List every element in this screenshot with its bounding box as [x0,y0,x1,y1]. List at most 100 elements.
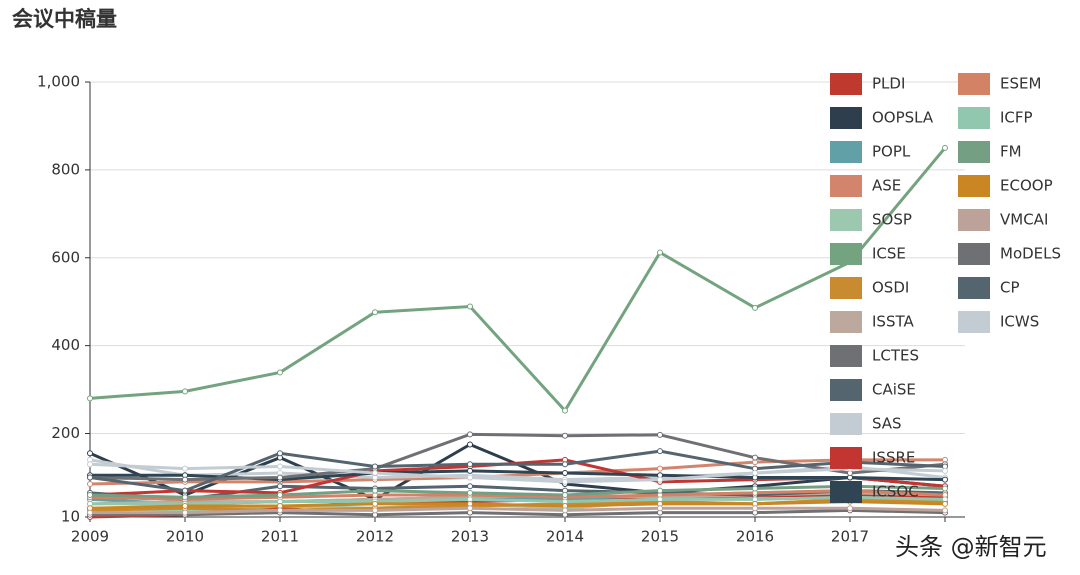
legend-label: ICFP [1000,109,1033,127]
data-point [182,503,188,510]
data-point [657,505,663,512]
legend-swatch [830,209,862,231]
data-point [562,432,568,439]
legend-swatch [958,73,990,95]
data-point [752,485,758,492]
legend-swatch [830,481,862,503]
legend-swatch [830,73,862,95]
data-point [562,470,568,477]
data-point [182,465,188,472]
data-point [87,474,93,481]
data-point [562,492,568,499]
data-point [372,487,378,494]
x-tick-label: 2012 [356,528,394,546]
data-point [942,467,948,474]
data-point [87,395,93,402]
data-point [182,388,188,395]
legend-label: CP [1000,279,1020,297]
series-line [90,506,946,515]
data-point [277,463,283,470]
legend-swatch [830,379,862,401]
data-point [372,500,378,507]
data-point [182,509,188,516]
x-tick-label: 2015 [641,528,679,546]
legend-label: SAS [872,415,902,433]
data-point [562,507,568,514]
data-point [562,407,568,414]
legend-label: LCTES [872,347,919,365]
data-point [467,303,473,310]
series-line [90,508,946,517]
legend-swatch [958,277,990,299]
legend-swatch [958,141,990,163]
data-point [752,470,758,477]
data-point [942,476,948,483]
legend-label: OOPSLA [872,109,934,127]
legend-swatch [830,141,862,163]
data-point [87,450,93,457]
series-line [89,462,946,484]
legend-label: ICWS [1000,313,1039,331]
legend-label: CAiSE [872,381,916,399]
legend-label: PLDI [872,75,905,93]
data-point [467,474,473,481]
data-point [182,487,188,494]
data-point [277,483,283,490]
legend-label: ISSTA [872,313,914,331]
data-point [372,470,378,477]
data-point [562,478,568,485]
legend-label: SOSP [872,211,912,229]
data-point [752,304,758,311]
data-point [372,309,378,316]
watermark: 头条 @新智元 [895,533,1047,561]
data-point [467,461,473,468]
legend-label: ECOOP [1000,177,1053,195]
legend-swatch [830,277,862,299]
legend-swatch [830,243,862,265]
legend-label: ESEM [1000,75,1041,93]
legend-swatch [830,311,862,333]
data-point [467,467,473,474]
chart-title: 会议中稿量 [12,7,117,31]
data-point [657,448,663,455]
data-point [182,476,188,483]
x-tick-label: 2016 [736,528,774,546]
legend-swatch [958,243,990,265]
data-point [657,465,663,472]
legend-swatch [958,107,990,129]
data-point [657,487,663,494]
data-point [277,507,283,514]
data-point [467,431,473,438]
y-tick-label: 200 [51,424,80,442]
data-point [372,507,378,514]
y-tick-label: 600 [51,248,80,266]
data-point [942,500,948,507]
series-line [89,449,946,493]
legend-label: MoDELS [1000,245,1061,263]
legend-swatch [958,209,990,231]
y-tick-label: 1,000 [37,73,80,91]
x-tick-label: 2013 [451,528,489,546]
data-point [277,474,283,481]
series-line [90,495,946,506]
data-point [657,431,663,438]
data-point [752,505,758,512]
y-tick-label: 400 [51,336,80,354]
legend-label: ICSE [872,245,906,263]
legend-label: OSDI [872,279,909,297]
legend-swatch [830,413,862,435]
data-point [87,492,93,499]
legend-swatch [830,107,862,129]
data-point [467,505,473,512]
data-point [752,454,758,461]
data-point [277,369,283,376]
data-point [277,450,283,457]
legend-swatch [958,311,990,333]
data-point [277,492,283,499]
data-point [657,249,663,256]
x-tick-label: 2011 [261,528,299,546]
x-tick-label: 2010 [166,528,204,546]
legend-swatch [830,447,862,469]
legend-label: FM [1000,143,1022,161]
legend-label: VMCAI [1000,211,1048,229]
